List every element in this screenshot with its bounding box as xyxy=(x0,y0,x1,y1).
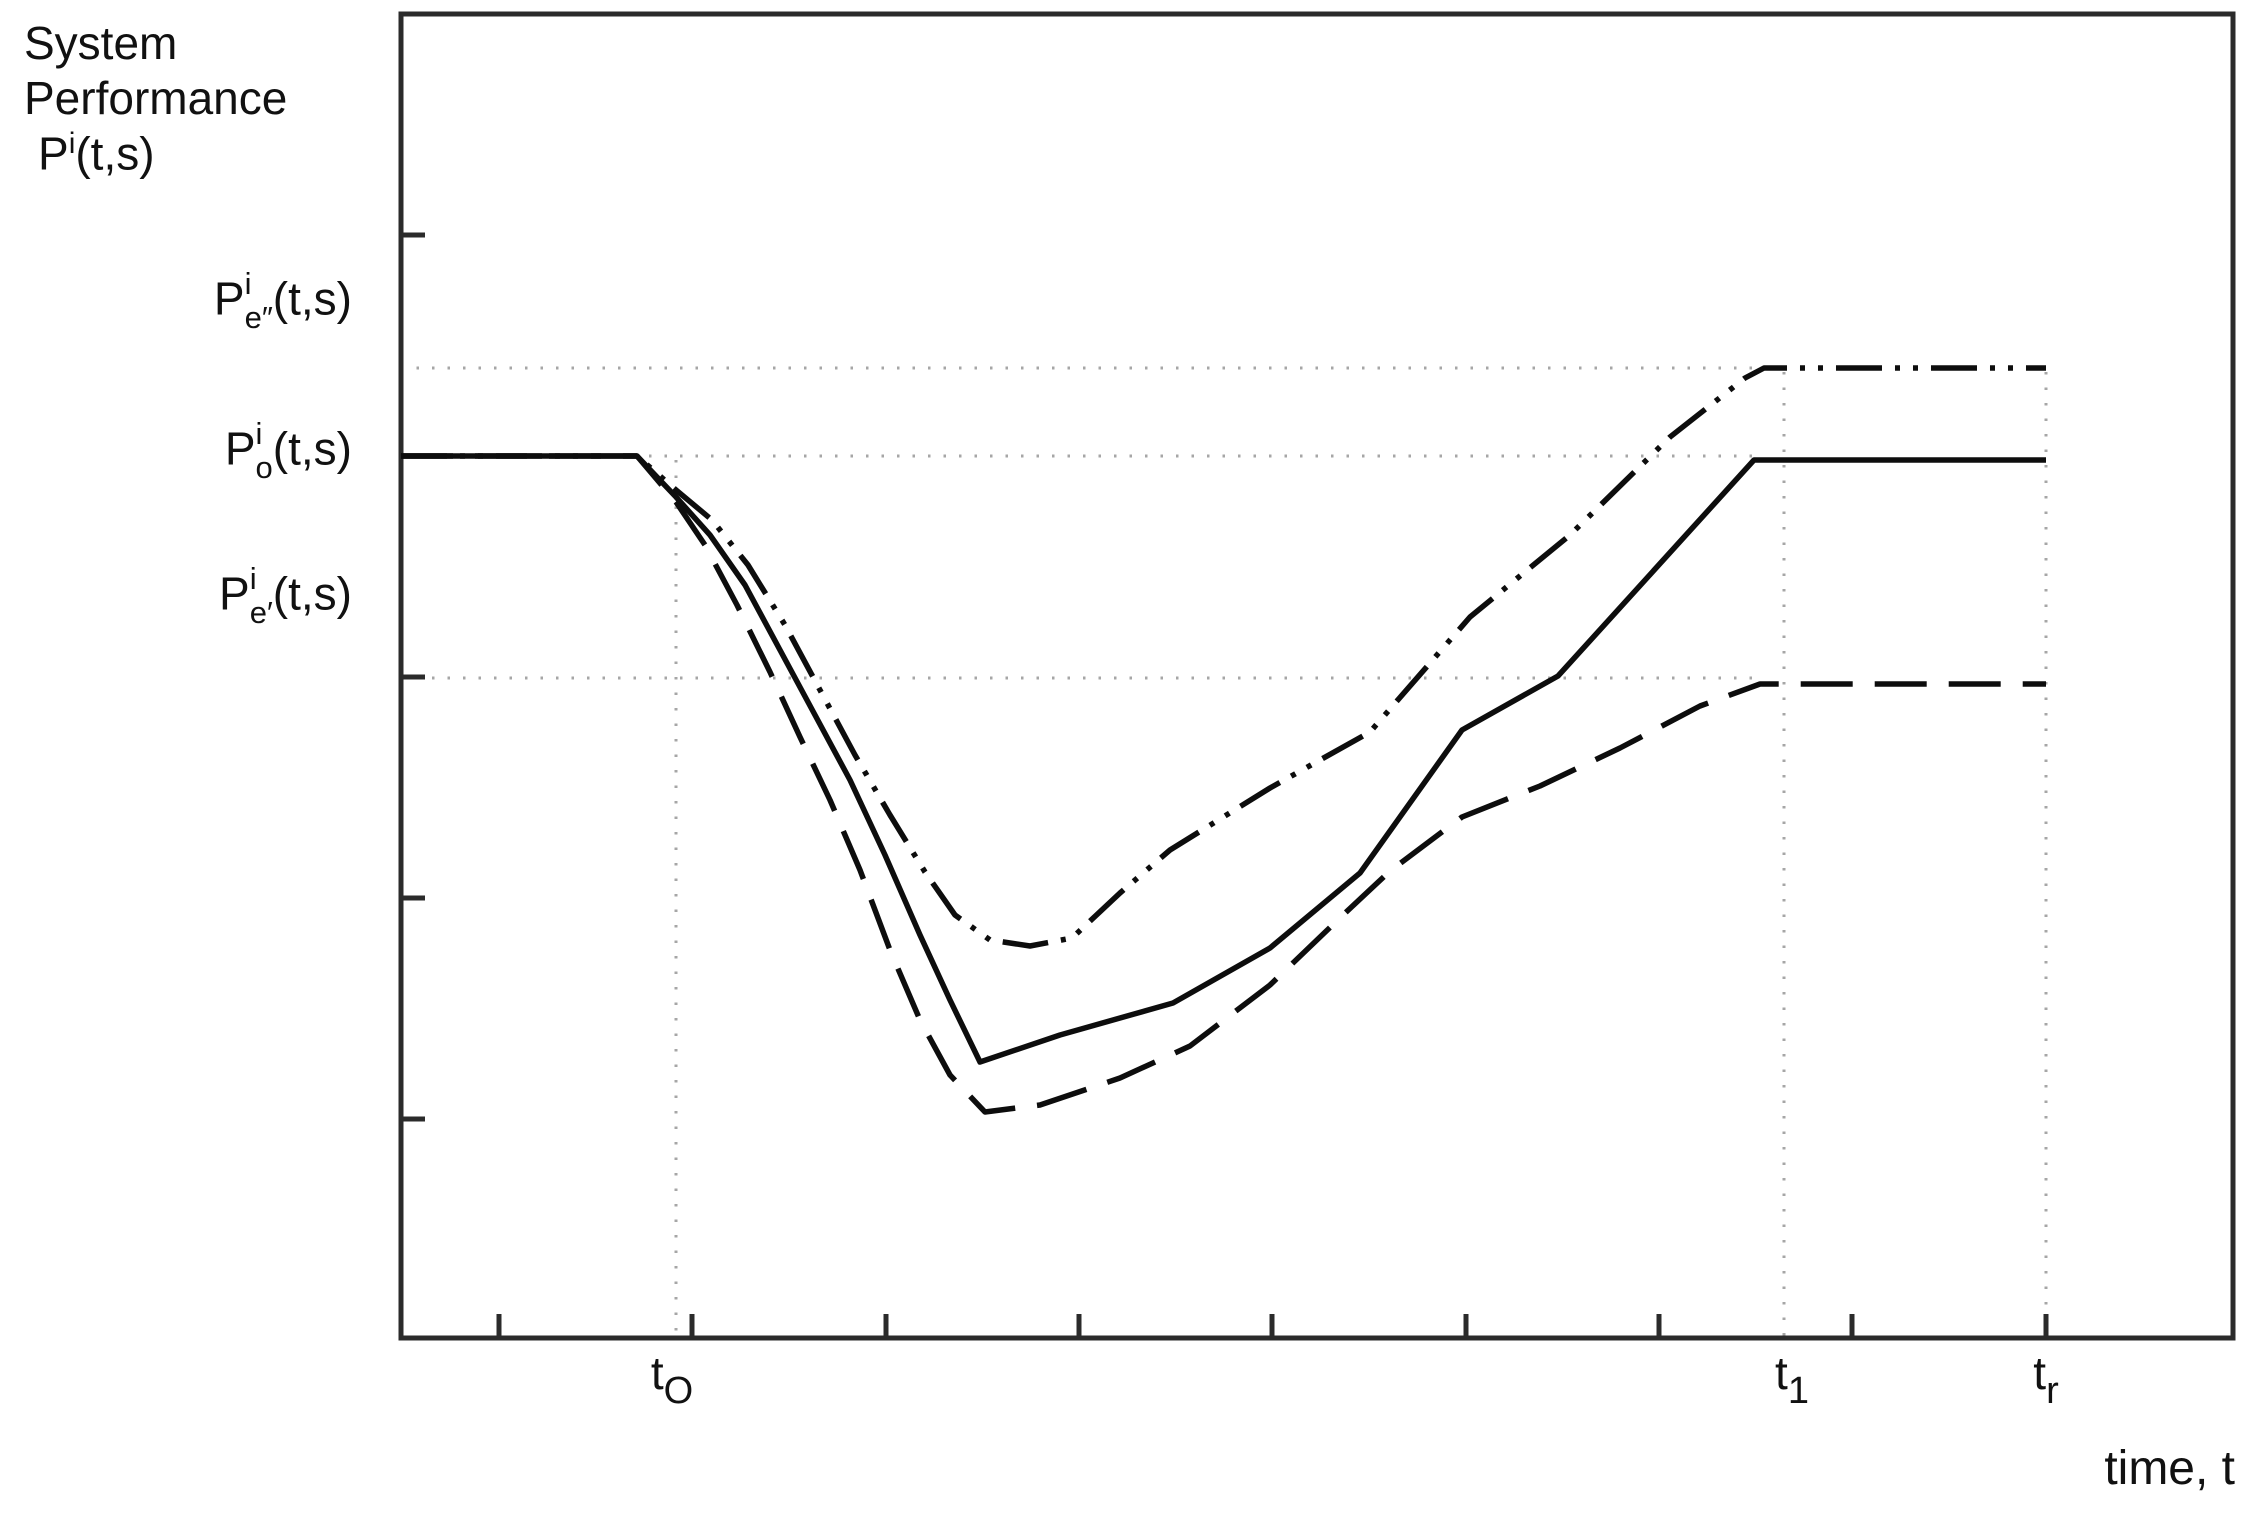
supsub-stack: i e′ xyxy=(249,561,273,630)
y-axis-title-symbol: Pi(t,s) xyxy=(38,127,155,180)
y-axis-title-line2: Performance xyxy=(24,72,288,125)
curve-recovery-to-higher-level xyxy=(401,365,2046,949)
y-axis-title-line1: System xyxy=(24,17,178,69)
x-tick-label-t1: t1 xyxy=(1775,1347,1809,1412)
x-axis-title: time, t xyxy=(2104,1442,2235,1495)
y-axis-title: System Performance Pi(t,s) xyxy=(24,16,287,182)
plot-frame xyxy=(398,11,2236,1341)
curve-recovery-to-lower-level xyxy=(401,453,2046,1115)
x-tick-label-t0: tO xyxy=(650,1347,694,1412)
x-tick-label-tr: tr xyxy=(2033,1347,2059,1412)
curve-recovery-to-original-level xyxy=(401,453,2046,1065)
supsub-stack: i e″ xyxy=(244,266,273,335)
